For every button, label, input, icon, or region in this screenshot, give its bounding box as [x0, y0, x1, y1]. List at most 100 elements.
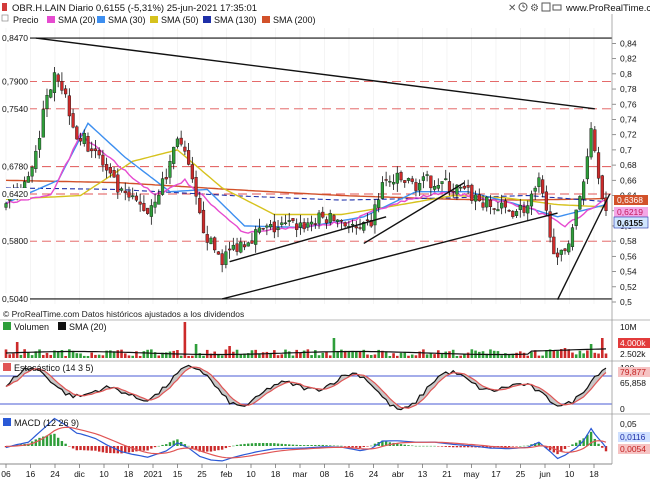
volume-bar: [448, 351, 451, 358]
volume-bar: [71, 350, 75, 358]
level-label-hi: 0,8470: [2, 33, 28, 43]
candle-body: [432, 186, 437, 190]
volume-swatch: [3, 322, 11, 330]
volume-bar: [273, 350, 276, 358]
x-tick-label: dic: [74, 469, 86, 479]
candle-body: [373, 204, 377, 226]
candle-body: [555, 252, 560, 258]
candle-body: [354, 226, 358, 229]
candle-body: [101, 154, 105, 166]
volume-bar: [34, 351, 38, 358]
candle-body: [149, 205, 153, 217]
candle-body: [172, 146, 176, 164]
volume-bar: [116, 350, 120, 358]
volume-bar: [355, 351, 358, 358]
candle-body: [552, 236, 556, 255]
macd-histogram-bar: [45, 435, 49, 446]
y-tick-label: 0,54: [620, 267, 637, 277]
macd-histogram-bar: [358, 446, 362, 448]
macd-histogram-bar: [220, 446, 224, 450]
candle-body: [395, 172, 399, 184]
macd-histogram-bar: [135, 446, 138, 452]
volume-bar: [604, 353, 608, 358]
volume-bar: [317, 355, 321, 358]
clock-icon[interactable]: [518, 2, 528, 12]
macd-histogram-bar: [213, 446, 216, 451]
x-tick-label: 2021: [144, 469, 163, 479]
candle-body: [183, 146, 187, 152]
macd-histogram-bar: [261, 443, 265, 446]
macd-histogram-bar: [49, 434, 52, 446]
macd-histogram-bar: [444, 446, 447, 447]
macd-histogram-bar: [511, 446, 515, 447]
volume-bar: [343, 350, 347, 358]
y-tick-label: 0,68: [620, 160, 637, 170]
macd-histogram-bar: [302, 445, 306, 446]
macd-badge-a: 0,0116: [620, 432, 646, 442]
macd-histogram-bar: [90, 446, 93, 451]
save-icon[interactable]: [541, 2, 551, 12]
volume-bar: [373, 354, 377, 358]
candle-body: [436, 185, 440, 189]
macd-histogram-bar: [191, 446, 194, 449]
level-label-c: 0,6780: [2, 162, 28, 172]
volume-bar: [321, 352, 325, 358]
macd-histogram-bar: [440, 446, 444, 447]
volume-bar: [246, 353, 250, 358]
macd-histogram-bar: [515, 446, 518, 447]
legend-sma200: SMA (200): [273, 15, 316, 25]
candle-body: [298, 222, 303, 228]
volume-bar: [138, 355, 142, 358]
level-label-lo: 0,5040: [2, 294, 28, 304]
volume-bar: [112, 351, 116, 358]
level-label-e: 0,5800: [2, 236, 28, 246]
volume-bar: [220, 355, 224, 358]
candle-body: [593, 129, 597, 152]
close-icon[interactable]: ✕: [508, 3, 516, 14]
level-label-box: [0, 292, 30, 304]
candle-body: [321, 211, 325, 218]
badge-last-price: 0,6155: [617, 218, 643, 228]
macd-histogram-bar: [75, 446, 79, 451]
volume-bar: [243, 353, 246, 358]
volume-bar: [567, 349, 571, 358]
gear-icon[interactable]: ⚙: [530, 3, 539, 14]
macd-histogram-bar: [112, 446, 116, 454]
volume-bar: [392, 353, 395, 358]
candle-body: [406, 178, 411, 181]
volume-badge-a: 4.000k: [620, 338, 646, 348]
macd-histogram-bar: [593, 438, 597, 446]
macd-histogram-bar: [142, 446, 146, 451]
volume-bar: [64, 355, 67, 358]
volume-bar: [407, 355, 410, 358]
candle-body: [537, 177, 541, 187]
volume-bar: [179, 355, 183, 358]
y-tick-label: 0,5: [620, 297, 632, 307]
candle-body: [250, 240, 254, 244]
macd-histogram-bar: [161, 444, 164, 446]
volume-bar: [94, 354, 97, 358]
badge-sma-a: 0,6368: [617, 195, 643, 205]
level-label-box: [0, 188, 30, 199]
ribbon-icon[interactable]: [2, 3, 7, 11]
macd-histogram-bar: [150, 446, 153, 449]
macd-histogram-bar: [604, 446, 608, 452]
legend-sma50: SMA (50): [161, 15, 199, 25]
candle-body: [596, 152, 601, 179]
print-icon[interactable]: [552, 4, 562, 11]
candle-body: [391, 181, 396, 185]
volume-bar: [97, 354, 101, 358]
volume-bar: [332, 338, 336, 358]
macd-histogram-bar: [232, 445, 235, 447]
candle-body: [313, 223, 317, 225]
macd-swatch: [3, 418, 11, 426]
volume-bar: [135, 351, 138, 358]
y-tick-label: 0,82: [620, 54, 637, 64]
volume-badge-b: 2.502k: [620, 349, 646, 359]
macd-histogram-bar: [448, 446, 451, 448]
candle-body: [175, 138, 180, 147]
macd-histogram-bar: [504, 446, 507, 448]
x-tick-label: 16: [26, 469, 36, 479]
candle-body: [30, 167, 34, 177]
candle-body: [67, 95, 71, 117]
